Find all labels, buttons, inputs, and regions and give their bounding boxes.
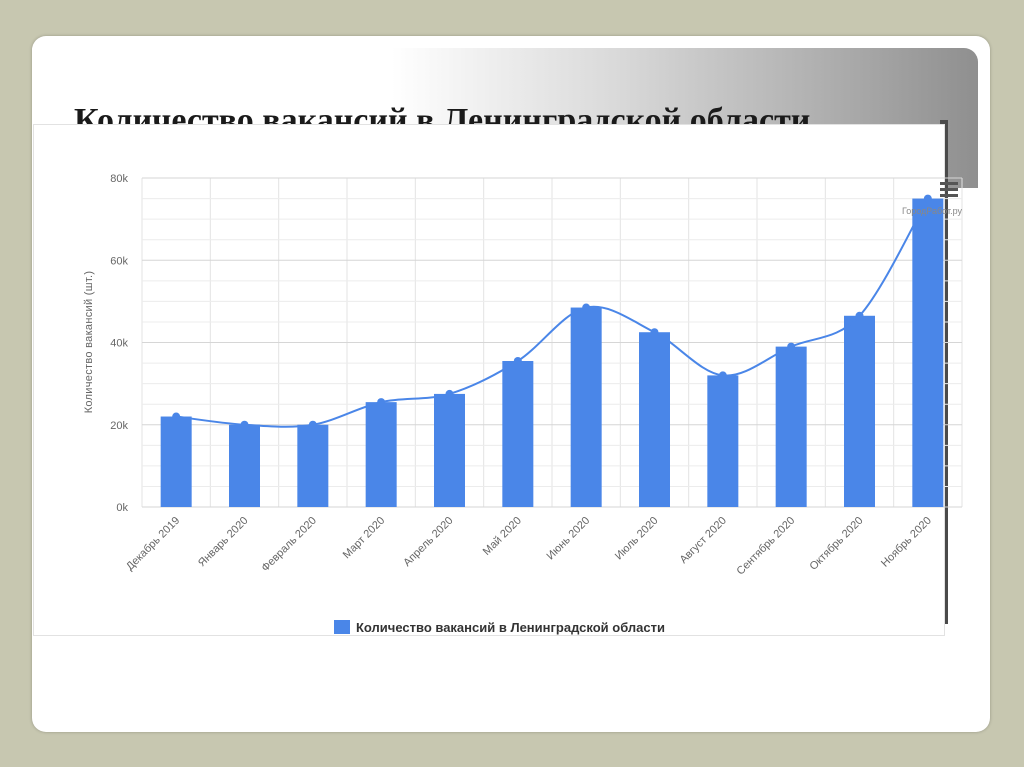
spline-point[interactable] xyxy=(377,398,386,407)
bar[interactable] xyxy=(844,315,875,507)
x-tick-label: Июль 2020 xyxy=(613,515,661,563)
bar[interactable] xyxy=(570,307,602,507)
x-axis-ticks: Декабрь 2019 Январь 2020 Февраль 2020 Март … xyxy=(124,515,934,578)
legend-swatch xyxy=(334,620,350,634)
spline-point[interactable] xyxy=(923,194,932,203)
bar[interactable] xyxy=(502,361,534,507)
y-tick-label: 0k xyxy=(116,502,128,514)
y-axis-label: Количество вакансий (шт.) xyxy=(83,271,95,414)
legend-label[interactable]: Количество вакансий в Ленинградской обла… xyxy=(356,620,665,635)
bar[interactable] xyxy=(912,198,944,507)
x-tick-label: Октябрь 2020 xyxy=(808,515,866,573)
bar[interactable] xyxy=(229,424,260,507)
spline-point[interactable] xyxy=(240,420,249,429)
chart-credit[interactable]: ГородРабот.ру xyxy=(902,206,963,216)
bar[interactable] xyxy=(775,346,807,507)
x-tick-label: Март 2020 xyxy=(341,515,388,562)
spline-point[interactable] xyxy=(650,328,659,337)
x-tick-label: Май 2020 xyxy=(481,515,524,558)
bar[interactable] xyxy=(707,375,739,507)
y-tick-label: 60k xyxy=(110,255,128,267)
spline-point[interactable] xyxy=(445,389,454,398)
bar[interactable] xyxy=(434,393,465,507)
spline-point[interactable] xyxy=(582,303,591,312)
x-tick-label: Февраль 2020 xyxy=(259,515,319,575)
x-tick-label: Апрель 2020 xyxy=(401,515,455,569)
x-tick-label: Июнь 2020 xyxy=(545,515,593,563)
hamburger-menu-icon[interactable] xyxy=(940,182,958,197)
spline-point[interactable] xyxy=(855,311,864,320)
y-tick-label: 20k xyxy=(110,420,128,432)
x-tick-label: Сентябрь 2020 xyxy=(734,515,797,578)
spline-point[interactable] xyxy=(718,371,727,380)
spline-point[interactable] xyxy=(787,342,796,351)
spline-point[interactable] xyxy=(308,420,317,429)
y-tick-label: 80k xyxy=(110,173,128,185)
bar[interactable] xyxy=(297,424,329,507)
bar[interactable] xyxy=(639,332,670,507)
y-axis-ticks: 0k 20k 40k 60k 80k xyxy=(110,173,128,514)
x-tick-label: Август 2020 xyxy=(678,515,729,566)
x-tick-label: Декабрь 2019 xyxy=(124,515,182,573)
bar[interactable] xyxy=(365,402,397,507)
spline-points xyxy=(172,194,932,429)
x-tick-label: Ноябрь 2020 xyxy=(879,515,934,570)
bar-series xyxy=(160,198,944,507)
horizontal-grid xyxy=(142,177,962,508)
bar[interactable] xyxy=(160,416,192,507)
y-tick-label: 40k xyxy=(110,338,128,350)
spline-point[interactable] xyxy=(513,357,522,366)
x-tick-label: Январь 2020 xyxy=(196,515,251,570)
spline-point[interactable] xyxy=(172,412,181,421)
